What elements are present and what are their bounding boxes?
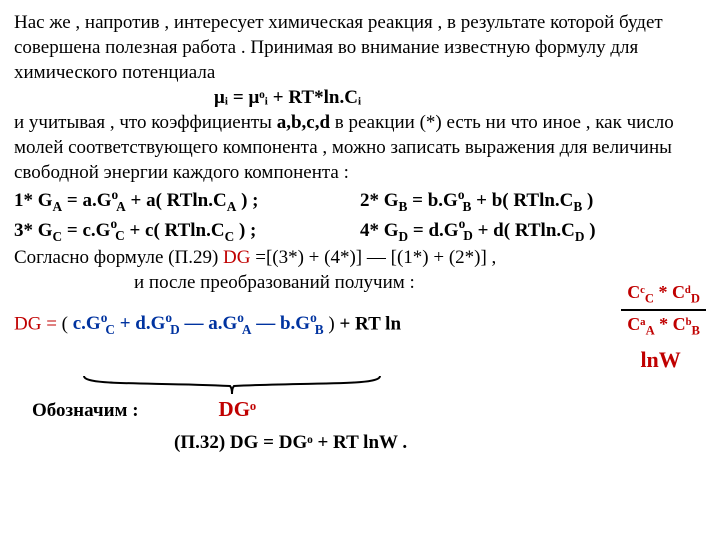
equations-3-4: 3* GC = c.GoC + c( RTln.CC ) ; 4* GD = d… xyxy=(14,215,706,245)
t: * Cᵇ xyxy=(655,314,692,334)
intro-text-2a: и учитывая , что коэффициенты xyxy=(14,112,277,133)
equations-1-2: 1* GA = a.GoA + a( RTln.CA ) ; 2* GB = b… xyxy=(14,186,706,216)
t: + d( RTln.C xyxy=(473,220,575,241)
mu-eq-text: μᵢ = μᵒᵢ + RT*ln.Cᵢ xyxy=(214,87,361,108)
brace-row xyxy=(14,374,706,396)
t: ) xyxy=(582,190,593,211)
frac-num: CᶜC * CᵈD xyxy=(621,279,706,311)
t: Cᶜ xyxy=(627,282,645,302)
mu-equation: μᵢ = μᵒᵢ + RT*ln.Cᵢ xyxy=(14,85,706,110)
dgo-label: DGᵒ xyxy=(219,396,257,424)
t: и после преобразований получим : xyxy=(134,272,415,293)
t: =[(3*) + (4*)] ― [(1*) + (2*)] , xyxy=(250,247,496,268)
t: 3* G xyxy=(14,220,53,241)
t: ― a.G xyxy=(180,313,238,334)
final-text: (П.32) DG = DGᵒ + RT lnW . xyxy=(174,432,407,453)
brace-icon xyxy=(82,374,382,396)
frac-den: CᵃA * CᵇB xyxy=(621,311,706,341)
t: ) ; xyxy=(234,220,256,241)
t: = c.G xyxy=(62,220,110,241)
intro-text-1: Нас же , напротив , интересует химическа… xyxy=(14,12,663,83)
fraction-block: CᶜC * CᵈD CᵃA * CᵇB lnW xyxy=(615,279,706,374)
t: DG = xyxy=(14,313,62,334)
t: ― b.G xyxy=(251,313,310,334)
t: = a.G xyxy=(62,190,111,211)
obz-label: Обозначим : xyxy=(14,398,139,423)
t: 2* G xyxy=(360,190,399,211)
designate-row: Обозначим : DGᵒ xyxy=(14,396,706,424)
t: Cᵃ xyxy=(627,314,645,334)
t: + d.G xyxy=(115,313,165,334)
t: ) xyxy=(324,313,335,334)
t: 1* G xyxy=(14,190,53,211)
eq-4: 4* GD = d.GoD + d( RTln.CD ) xyxy=(360,215,706,245)
eq-3: 3* GC = c.GoC + c( RTln.CC ) ; xyxy=(14,215,360,245)
t: + a( RTln.C xyxy=(126,190,227,211)
t: + RT ln xyxy=(335,313,401,334)
t: = b.G xyxy=(407,190,457,211)
coeffs-bold: a,b,c,d xyxy=(277,112,330,133)
t: * Cᵈ xyxy=(654,282,691,302)
t: ) ; xyxy=(236,190,258,211)
main-dg-equation: DG = ( c.GoC + d.GoD ― a.GoA ― b.GoB ) +… xyxy=(14,297,706,374)
t: + b( RTln.C xyxy=(471,190,573,211)
intro-paragraph: Нас же , напротив , интересует химическа… xyxy=(14,10,706,85)
t: ) xyxy=(584,220,595,241)
eq-1: 1* GA = a.GoA + a( RTln.CA ) ; xyxy=(14,186,360,216)
final-equation: (П.32) DG = DGᵒ + RT lnW . xyxy=(14,430,706,455)
t: = d.G xyxy=(408,220,458,241)
ln-omega-label: lnW xyxy=(615,345,706,374)
dg-red: DG xyxy=(223,247,250,268)
t: + c( RTln.C xyxy=(125,220,225,241)
after-transform: и после преобразований получим : xyxy=(14,270,706,295)
eq-2: 2* GB = b.GoB + b( RTln.CB ) xyxy=(360,186,706,216)
dg-left: DG = ( c.GoC + d.GoD ― a.GoA ― b.GoB ) +… xyxy=(14,297,401,339)
t: c.G xyxy=(68,313,101,334)
t: Согласно формуле (П.29) xyxy=(14,247,223,268)
formula-ref: Согласно формуле (П.29) DG =[(3*) + (4*)… xyxy=(14,245,706,270)
t: 4* G xyxy=(360,220,399,241)
intro-paragraph-2: и учитывая , что коэффициенты a,b,c,d в … xyxy=(14,110,706,185)
